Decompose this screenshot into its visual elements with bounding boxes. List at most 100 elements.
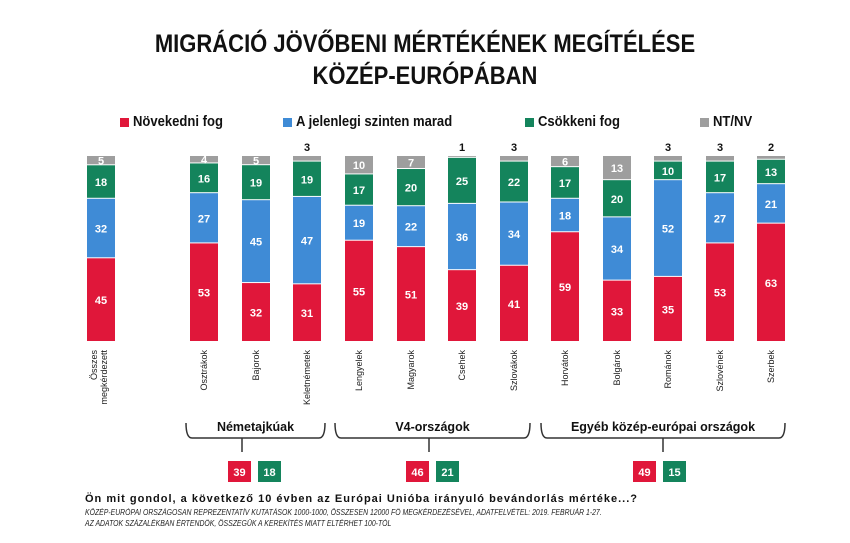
category-label: Csehek bbox=[457, 350, 467, 381]
data-label: 22 bbox=[405, 222, 417, 234]
bar-segment bbox=[397, 156, 425, 169]
bar-segment bbox=[190, 193, 218, 243]
bar-segment bbox=[551, 167, 579, 198]
bar-segment bbox=[448, 156, 476, 157]
data-label: 3 bbox=[717, 142, 723, 154]
bar-segment bbox=[87, 156, 115, 165]
category-label: Horvátok bbox=[560, 350, 570, 387]
rounding-note: AZ ADATOK SZÁZALÉKBAN ÉRTENDŐK, ÖSSZEGÜK… bbox=[85, 519, 392, 528]
data-label: 25 bbox=[456, 176, 468, 188]
category-label: Szlovének bbox=[715, 350, 725, 392]
data-label: 19 bbox=[250, 178, 262, 190]
bar-segment bbox=[706, 193, 734, 243]
bar-segment bbox=[603, 280, 631, 341]
bar-segment bbox=[293, 156, 321, 161]
data-label: 53 bbox=[198, 288, 210, 300]
bar-segment bbox=[448, 157, 476, 203]
bar-segment bbox=[242, 200, 270, 283]
bar-segment bbox=[293, 284, 321, 341]
category-label: Osztrákok bbox=[199, 350, 209, 391]
bar-segment bbox=[757, 159, 785, 184]
data-label: 33 bbox=[611, 306, 623, 318]
data-label: 19 bbox=[301, 174, 313, 186]
data-label: 32 bbox=[250, 308, 262, 320]
data-label: 39 bbox=[456, 301, 468, 313]
bar-segment bbox=[345, 240, 373, 341]
bar-segment bbox=[87, 258, 115, 341]
bar-segment bbox=[706, 156, 734, 161]
data-label: 17 bbox=[559, 178, 571, 190]
bar-segment bbox=[190, 163, 218, 193]
methodology-note: KÖZÉP-EURÓPAI ORSZÁGOSAN REPREZENTATÍV K… bbox=[85, 508, 602, 517]
survey-question: Ön mit gondol, a következő 10 évben az E… bbox=[85, 493, 639, 505]
data-label: 22 bbox=[508, 177, 520, 189]
group-csokkeni-box bbox=[258, 461, 281, 482]
data-label: 18 bbox=[559, 211, 571, 223]
data-label: 2 bbox=[768, 142, 774, 154]
category-label: Összes bbox=[89, 350, 99, 381]
data-label: 5 bbox=[98, 156, 104, 168]
bar-segment bbox=[448, 203, 476, 270]
data-label: 34 bbox=[508, 229, 521, 241]
bar-segment bbox=[87, 165, 115, 198]
data-label: 17 bbox=[353, 185, 365, 197]
group-csokkeni-box bbox=[663, 461, 686, 482]
data-label: 41 bbox=[508, 299, 520, 311]
category-label: Keletnémetek bbox=[302, 350, 312, 406]
bar-segment bbox=[242, 156, 270, 165]
data-label: 34 bbox=[611, 244, 624, 256]
data-label: 3 bbox=[511, 142, 517, 154]
category-label: Lengyelek bbox=[354, 350, 364, 392]
group-brace bbox=[185, 422, 326, 439]
bar-segment bbox=[654, 156, 682, 161]
data-label: 10 bbox=[353, 160, 365, 172]
data-label: 45 bbox=[95, 295, 107, 307]
data-label: 4 bbox=[201, 155, 208, 167]
data-label: 13 bbox=[765, 167, 777, 179]
category-label: Bolgárok bbox=[612, 350, 622, 386]
group-label: Egyéb közép-európai országok bbox=[571, 420, 755, 434]
data-label: 27 bbox=[714, 213, 726, 225]
data-label: 32 bbox=[95, 224, 107, 236]
category-label: Magyarok bbox=[406, 350, 416, 390]
data-label: 51 bbox=[405, 290, 417, 302]
legend-label: Növekedni fog bbox=[133, 114, 223, 130]
data-label: 55 bbox=[353, 286, 365, 298]
data-label: 3 bbox=[665, 142, 671, 154]
data-label: 63 bbox=[765, 278, 777, 290]
legend-swatch-red bbox=[120, 117, 129, 127]
bar-segment bbox=[757, 184, 785, 223]
group-brace bbox=[334, 422, 531, 439]
bar-segment bbox=[293, 161, 321, 196]
bar-segment bbox=[654, 276, 682, 341]
category-label: megkérdezett bbox=[99, 350, 109, 405]
data-label: 53 bbox=[714, 288, 726, 300]
group-label: V4-országok bbox=[395, 420, 469, 434]
group-novekedni-box bbox=[633, 461, 656, 482]
legend-item-novekedni: Növekedni fog bbox=[120, 113, 233, 131]
bar-segment bbox=[500, 156, 528, 161]
bar-segment bbox=[500, 265, 528, 341]
group-novekedni-box bbox=[228, 461, 251, 482]
data-label: 5 bbox=[253, 156, 259, 168]
group-csokkeni-value: 18 bbox=[263, 467, 275, 479]
data-label: 31 bbox=[301, 308, 313, 320]
bar-segment bbox=[345, 174, 373, 205]
category-label: Szlovákok bbox=[509, 350, 519, 392]
bar-segment bbox=[397, 247, 425, 341]
data-label: 13 bbox=[611, 163, 623, 175]
group-novekedni-box bbox=[406, 461, 429, 482]
bar-segment bbox=[87, 198, 115, 258]
bar-segment bbox=[242, 165, 270, 200]
bar-segment bbox=[551, 156, 579, 167]
data-label: 59 bbox=[559, 282, 571, 294]
data-label: 20 bbox=[611, 194, 623, 206]
bar-segment bbox=[603, 180, 631, 217]
data-label: 10 bbox=[662, 166, 674, 178]
bar-segment bbox=[654, 161, 682, 180]
data-label: 19 bbox=[353, 218, 365, 230]
group-csokkeni-box bbox=[436, 461, 459, 482]
legend-swatch-blue bbox=[283, 117, 292, 127]
group-csokkeni-value: 21 bbox=[441, 467, 453, 479]
